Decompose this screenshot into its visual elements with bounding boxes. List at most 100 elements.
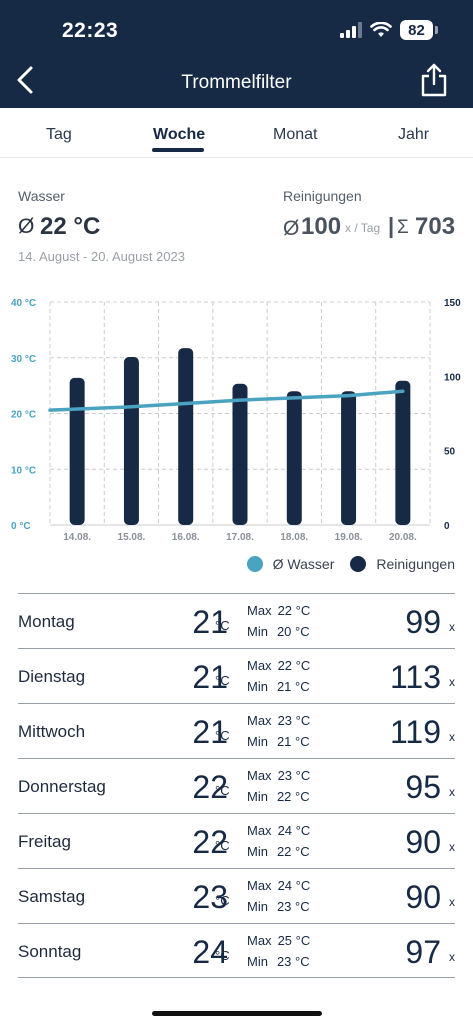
- avg-temp-unit: °C: [215, 673, 230, 688]
- min-value: 23 °C: [276, 899, 310, 914]
- day-label: Dienstag: [18, 667, 86, 686]
- min-temp: Min 22 °C: [247, 844, 310, 859]
- separator: |: [388, 213, 395, 238]
- avg-temp: 22: [192, 824, 228, 860]
- max-temp: Max 23 °C: [247, 768, 310, 783]
- min-value: 20 °C: [276, 624, 310, 639]
- cleaning-count-unit: x: [449, 785, 455, 799]
- min-temp: Min 21 °C: [247, 679, 310, 694]
- page-title: Trommelfilter: [181, 72, 292, 93]
- header-bar: 22:23 82 Trommelfilter: [0, 0, 473, 108]
- table-row: Samstag 23 °C Max 24 °C Min 23 °C 90 x: [18, 868, 455, 923]
- max-value: 23 °C: [277, 768, 311, 783]
- signal-icon: [340, 22, 362, 38]
- bar-reinigungen: [69, 377, 85, 525]
- max-label: Max: [247, 658, 272, 673]
- min-temp: Min 22 °C: [247, 789, 310, 804]
- avg-temp-unit: °C: [215, 728, 230, 743]
- max-temp: Max 22 °C: [247, 658, 310, 673]
- y-left-tick-label: 0 °C: [11, 521, 31, 532]
- home-indicator: [152, 1011, 322, 1016]
- max-value: 24 °C: [277, 823, 311, 838]
- tab-jahr[interactable]: Jahr: [398, 126, 430, 143]
- x-tick-label: 14.08.: [63, 532, 91, 543]
- cleaning-count: 119: [389, 714, 441, 750]
- tab-woche[interactable]: Woche: [153, 126, 206, 143]
- max-temp: Max 25 °C: [247, 933, 310, 948]
- tab-tag[interactable]: Tag: [46, 126, 72, 143]
- avg-temp: 21: [192, 659, 228, 695]
- y-left-tick-label: 30 °C: [11, 354, 36, 365]
- max-temp: Max 23 °C: [247, 713, 310, 728]
- min-label: Min: [247, 899, 268, 914]
- bar-reinigungen: [395, 380, 411, 525]
- y-right-tick-label: 50: [444, 447, 456, 458]
- min-value: 23 °C: [276, 954, 310, 969]
- avg-temp-unit: °C: [215, 838, 230, 853]
- day-label: Mittwoch: [18, 722, 86, 741]
- bar-reinigungen: [123, 357, 139, 525]
- avg-temp: 22: [192, 769, 228, 805]
- y-right-tick-label: 100: [444, 372, 461, 383]
- max-value: 23 °C: [277, 713, 311, 728]
- period-tabs: Tag Woche Monat Jahr: [0, 108, 473, 158]
- cleaning-count: 90: [405, 824, 441, 860]
- day-label: Samstag: [18, 887, 86, 906]
- legend-cleanings-dot: [350, 556, 367, 572]
- table-row: Montag 21 °C Max 22 °C Min 20 °C 99 x: [18, 593, 455, 648]
- bar-reinigungen: [341, 391, 357, 525]
- max-temp: Max 22 °C: [247, 603, 310, 618]
- bar-reinigungen: [232, 383, 248, 525]
- bar-reinigungen: [178, 348, 194, 525]
- water-label: Wasser: [18, 188, 65, 204]
- x-tick-label: 19.08.: [335, 532, 363, 543]
- min-label: Min: [247, 679, 268, 694]
- min-label: Min: [247, 734, 268, 749]
- cleaning-count-unit: x: [449, 950, 455, 964]
- share-icon: [421, 63, 447, 97]
- share-button[interactable]: [419, 62, 449, 98]
- wifi-icon: [370, 22, 392, 37]
- day-label: Freitag: [18, 832, 71, 851]
- cleanings-label: Reinigungen: [283, 188, 362, 204]
- cleaning-count-unit: x: [449, 675, 455, 689]
- max-label: Max: [247, 878, 272, 893]
- avg-temp: 24: [192, 934, 228, 970]
- max-value: 22 °C: [277, 658, 311, 673]
- legend-water-dot: [246, 556, 263, 572]
- legend-water-label: Ø Wasser: [272, 556, 335, 572]
- avg-temp-unit: °C: [215, 948, 230, 963]
- min-value: 22 °C: [276, 844, 310, 859]
- table-row: Freitag 22 °C Max 24 °C Min 22 °C 90 x: [18, 813, 455, 868]
- avg-temp: 21: [192, 604, 228, 640]
- cleaning-count: 97: [405, 934, 441, 970]
- table-row: Dienstag 21 °C Max 22 °C Min 21 °C 113 x: [18, 648, 455, 703]
- back-button[interactable]: [10, 62, 40, 98]
- avg-temp: 21: [192, 714, 228, 750]
- max-temp: Max 24 °C: [247, 878, 310, 893]
- max-value: 24 °C: [277, 878, 311, 893]
- avg-temp-unit: °C: [215, 618, 230, 633]
- sum-symbol: Σ: [397, 217, 409, 238]
- cleaning-count-unit: x: [449, 840, 455, 854]
- min-value: 21 °C: [276, 734, 310, 749]
- min-temp: Min 21 °C: [247, 734, 310, 749]
- avg-temp: 23: [192, 879, 228, 915]
- legend-cleanings-label: Reinigungen: [376, 556, 455, 572]
- y-left-tick-label: 40 °C: [11, 298, 36, 309]
- chart-legend: Ø Wasser Reinigungen: [246, 556, 455, 572]
- weekly-chart: 0 °C 10 °C 20 °C 30 °C 40 °C 0 50 100 150 14.08. 1…: [11, 298, 461, 543]
- max-label: Max: [247, 823, 272, 838]
- min-label: Min: [247, 624, 268, 639]
- min-value: 21 °C: [276, 679, 310, 694]
- max-label: Max: [247, 603, 272, 618]
- cleaning-count-unit: x: [449, 620, 455, 634]
- min-label: Min: [247, 954, 268, 969]
- max-label: Max: [247, 713, 272, 728]
- status-time: 22:23: [62, 19, 119, 42]
- cleanings-total-value: 703: [415, 213, 456, 240]
- date-range: 14. August - 20. August 2023: [18, 249, 185, 264]
- max-label: Max: [247, 933, 272, 948]
- tab-monat[interactable]: Monat: [273, 126, 318, 143]
- bar-reinigungen: [286, 391, 302, 525]
